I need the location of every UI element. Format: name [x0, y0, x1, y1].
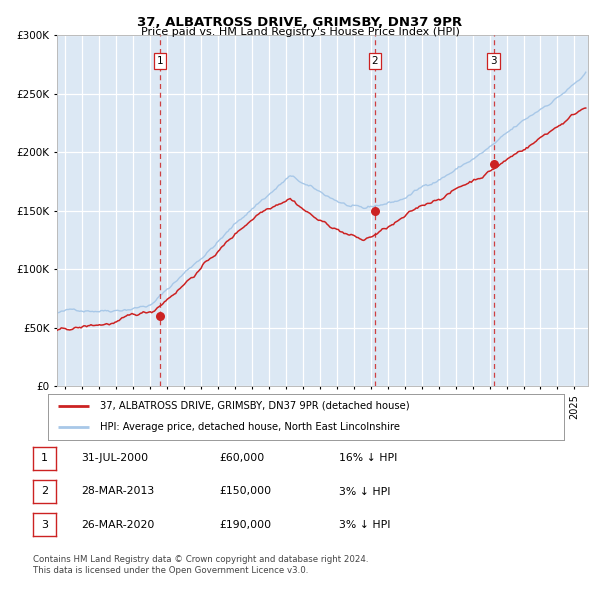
- Text: 37, ALBATROSS DRIVE, GRIMSBY, DN37 9PR: 37, ALBATROSS DRIVE, GRIMSBY, DN37 9PR: [137, 16, 463, 29]
- Text: 2: 2: [41, 487, 48, 496]
- Text: 28-MAR-2013: 28-MAR-2013: [81, 487, 154, 496]
- Text: Contains HM Land Registry data © Crown copyright and database right 2024.: Contains HM Land Registry data © Crown c…: [33, 555, 368, 564]
- Text: HPI: Average price, detached house, North East Lincolnshire: HPI: Average price, detached house, Nort…: [100, 422, 400, 432]
- Text: This data is licensed under the Open Government Licence v3.0.: This data is licensed under the Open Gov…: [33, 566, 308, 575]
- Text: 16% ↓ HPI: 16% ↓ HPI: [339, 454, 397, 463]
- Text: £150,000: £150,000: [219, 487, 271, 496]
- Text: £190,000: £190,000: [219, 520, 271, 529]
- Text: £60,000: £60,000: [219, 454, 264, 463]
- Text: 1: 1: [41, 454, 48, 463]
- Text: 3% ↓ HPI: 3% ↓ HPI: [339, 520, 391, 529]
- Text: 3: 3: [490, 56, 497, 66]
- Text: 1: 1: [157, 56, 163, 66]
- Text: 37, ALBATROSS DRIVE, GRIMSBY, DN37 9PR (detached house): 37, ALBATROSS DRIVE, GRIMSBY, DN37 9PR (…: [100, 401, 409, 411]
- Text: 26-MAR-2020: 26-MAR-2020: [81, 520, 154, 529]
- Text: 3% ↓ HPI: 3% ↓ HPI: [339, 487, 391, 496]
- Text: Price paid vs. HM Land Registry's House Price Index (HPI): Price paid vs. HM Land Registry's House …: [140, 27, 460, 37]
- Text: 2: 2: [371, 56, 378, 66]
- Text: 3: 3: [41, 520, 48, 529]
- Text: 31-JUL-2000: 31-JUL-2000: [81, 454, 148, 463]
